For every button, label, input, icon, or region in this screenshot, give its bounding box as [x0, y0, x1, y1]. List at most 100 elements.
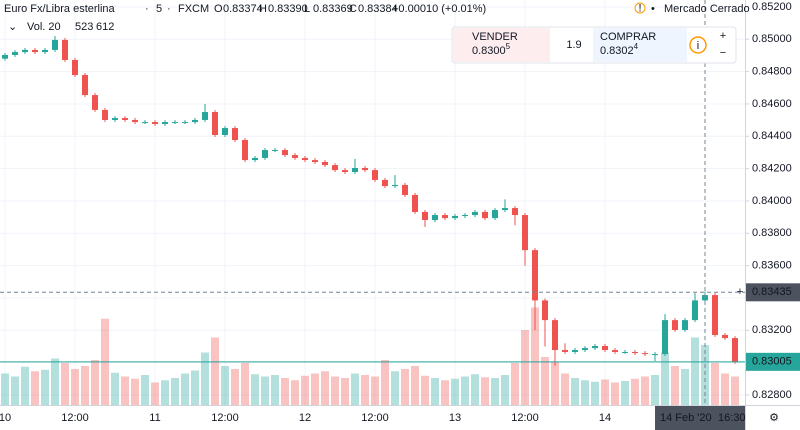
sell-price-main: 0.8300 [472, 45, 506, 57]
candle-body [432, 215, 438, 221]
candle-body [2, 54, 8, 59]
sell-label: VENDER [472, 31, 518, 43]
candle-body [412, 194, 418, 212]
volume-bar [221, 366, 229, 405]
volume-bar [61, 363, 69, 405]
volume-bar [1, 373, 9, 405]
candle-body [42, 49, 48, 53]
time-axis-panel [0, 405, 745, 430]
x-tick-label: 12:00 [511, 412, 539, 424]
zoom-in[interactable]: + [720, 30, 726, 42]
candle-body [292, 155, 298, 158]
collapse-arrow[interactable]: ⌄ [8, 21, 17, 33]
volume-bar [471, 374, 479, 405]
candle-body [222, 128, 228, 135]
volume-bar [451, 378, 459, 405]
zoom-out[interactable]: − [720, 47, 726, 59]
last-price-tag [746, 352, 800, 371]
volume-bar [141, 375, 149, 405]
buy-button[interactable] [593, 28, 687, 62]
source: FXCM [178, 3, 209, 15]
settings-gear[interactable]: ⚙ [769, 412, 779, 424]
candle-body [652, 354, 658, 356]
candle-body [302, 157, 308, 161]
crosshair-date: 14 Feb '20 [660, 412, 712, 424]
legend-key: H [259, 3, 267, 15]
candle-body [492, 210, 498, 219]
candle-body [312, 160, 318, 162]
y-tick-label: 0.84800 [752, 66, 792, 78]
candle-body [402, 184, 408, 195]
separator: • [651, 3, 655, 15]
volume-bar [31, 371, 39, 405]
separator: · [167, 3, 171, 15]
volume-bar [381, 360, 389, 405]
buy-price-sup: 4 [634, 42, 639, 51]
legend-value: 0.83369 [313, 3, 353, 15]
candle-body [182, 122, 188, 124]
y-tick-label: 0.85000 [752, 33, 792, 45]
volume-bar [11, 376, 19, 405]
candle-body [422, 211, 428, 221]
crosshair-time-tag [655, 406, 745, 430]
volume-bar [691, 337, 699, 405]
volume-bar [591, 381, 599, 405]
volume-bar [341, 378, 349, 405]
volume-bar [521, 330, 529, 405]
volume-bar [181, 373, 189, 405]
candle-body [512, 208, 518, 216]
legend-value: 0.83374 [223, 3, 263, 15]
legend-value: 0.83384 [358, 3, 398, 15]
y-tick-label: 0.84600 [752, 98, 792, 110]
volume-bar [401, 369, 409, 405]
volume-bar [411, 366, 419, 405]
candle-body [622, 351, 628, 353]
candle-body [712, 295, 718, 335]
volume-ma: 612 [96, 21, 114, 33]
volume-bar [501, 375, 509, 405]
legend-key: L [304, 3, 310, 15]
volume-bar [671, 366, 679, 405]
candle-body [612, 350, 618, 352]
candle-body [382, 179, 388, 187]
sell-button[interactable] [453, 28, 550, 62]
candle-body [632, 351, 638, 354]
candle-body [122, 118, 128, 120]
volume-bar [621, 381, 629, 405]
volume-bar [581, 380, 589, 405]
candle-body [662, 320, 668, 355]
info-icon[interactable] [689, 36, 707, 54]
candle-body [322, 162, 328, 166]
candle-body [202, 112, 208, 120]
volume-bar [531, 307, 539, 405]
volume-bar [41, 369, 49, 405]
volume-bar [261, 376, 269, 405]
volume-bar [391, 371, 399, 405]
volume-bar [321, 371, 329, 405]
volume-bar [641, 376, 649, 405]
candle-body [372, 170, 378, 180]
volume-bar [681, 369, 689, 405]
candle-body [192, 119, 198, 123]
volume-bar [271, 375, 279, 405]
volume-bar [191, 370, 199, 405]
candle-body [482, 211, 488, 219]
status-icon [634, 2, 646, 14]
candle-body [592, 345, 598, 349]
candle-body [602, 345, 608, 351]
y-tick-label: 0.82800 [752, 389, 792, 401]
x-tick-label: 12:00 [211, 412, 239, 424]
y-tick-label: 0.83600 [752, 260, 792, 272]
candle-body [162, 122, 168, 125]
sell-price-sup: 5 [506, 42, 511, 51]
trade-widget: VENDER 0.83005 1.9 COMPRAR 0.83024 i + − [451, 26, 737, 64]
candle-body [522, 215, 528, 251]
interval: 5 [156, 3, 162, 15]
candle-body [72, 59, 78, 76]
y-tick-label: 0.83800 [752, 227, 792, 239]
market-status: Mercado Cerrado [664, 3, 750, 15]
volume-bar [731, 376, 739, 405]
candle-body [102, 109, 108, 120]
volume-bar [561, 373, 569, 405]
